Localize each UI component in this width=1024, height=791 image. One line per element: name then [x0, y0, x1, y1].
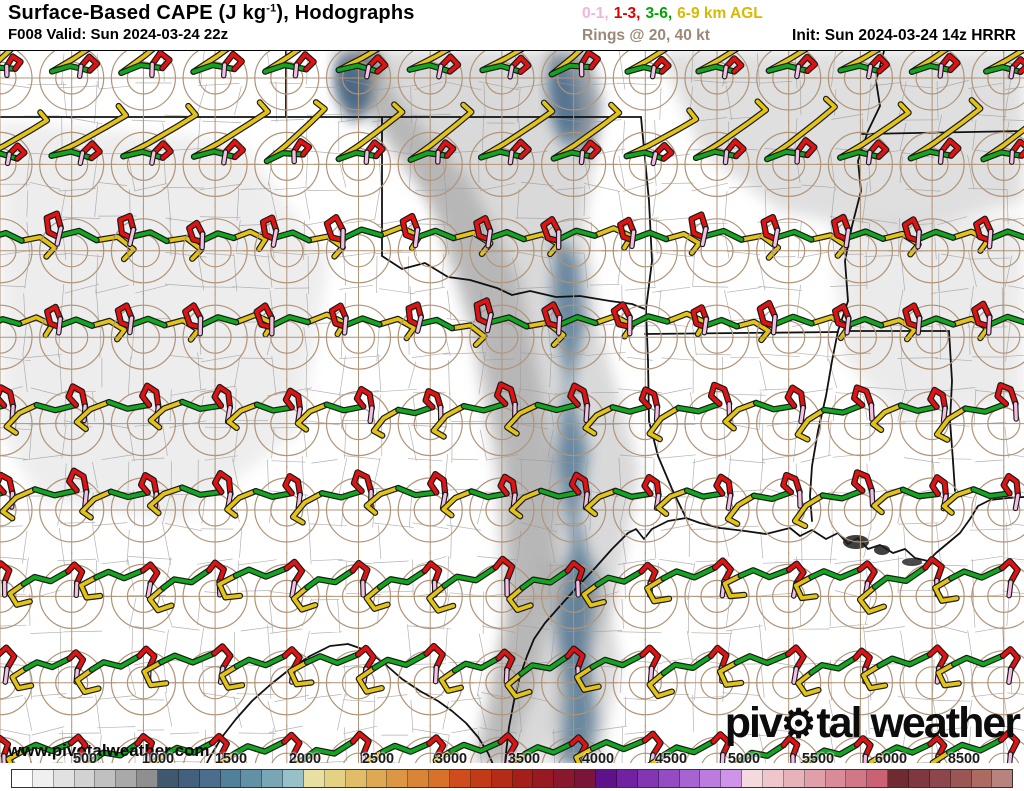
hodograph: [791, 466, 905, 554]
colorbar-tick-label: 3500: [507, 751, 541, 767]
colorbar-tick-label: 5500: [801, 751, 835, 767]
hodograph: [673, 98, 770, 209]
hodograph: [84, 725, 176, 764]
hodograph: [171, 51, 260, 122]
hodograph: [816, 101, 912, 209]
hodograph: [5, 725, 104, 764]
hodograph: [959, 120, 1024, 209]
hodograph: [673, 293, 772, 382]
colorbar-tick-label: 500: [72, 751, 98, 767]
hodograph: [504, 379, 618, 468]
hodograph: [99, 51, 188, 122]
colorbar-tick-label: 4500: [654, 751, 688, 767]
colorbar-tick-label: 8500: [947, 751, 981, 767]
hodograph: [529, 293, 636, 382]
watermark-url: www.pivotalweather.com: [8, 741, 210, 760]
hodograph: [0, 51, 44, 122]
hodograph: [935, 638, 1024, 727]
hodograph: [386, 101, 475, 209]
hodograph: [933, 379, 1024, 468]
hodograph: [171, 99, 271, 209]
hodograph-layer-legend: 0-1, 1-3, 3-6, 6-9 km AGL: [582, 5, 768, 23]
hodograph: [6, 552, 116, 641]
hodograph: [314, 101, 406, 209]
hodograph: [438, 638, 546, 727]
colorbar-tick-label: 5000: [727, 751, 761, 767]
colorbar-tick-label: 3000: [434, 751, 468, 767]
hodograph: [0, 725, 33, 764]
hodograph: [860, 638, 977, 727]
legend-item: 6-9 km AGL: [677, 5, 763, 22]
hodograph: [242, 99, 331, 209]
hodograph: [731, 725, 821, 764]
colorbar-tick-label: 1000: [141, 751, 175, 767]
hodograph: [929, 725, 1024, 764]
hodograph: [141, 638, 260, 727]
hodograph: [508, 466, 618, 554]
hodograph: [573, 638, 690, 727]
hodograph: [744, 95, 838, 209]
colorbar-tick-label: 4000: [581, 751, 615, 767]
hodograph: [856, 552, 977, 641]
valid-time-label: F008 Valid: Sun 2024-03-24 22z: [8, 26, 229, 43]
hodograph: [798, 725, 893, 764]
hodograph: [940, 466, 1024, 554]
hodograph: [601, 107, 700, 209]
hodograph: [646, 725, 750, 764]
hodograph: [432, 725, 535, 764]
legend-item: 1-3,: [613, 5, 641, 22]
hodograph: [355, 638, 475, 727]
hodograph: [292, 725, 391, 764]
hodographs-layer: [0, 51, 1024, 764]
hodograph: [287, 638, 403, 727]
hodograph: [224, 466, 331, 554]
hodograph: [73, 379, 188, 468]
hodograph: [147, 379, 260, 468]
pivotal-weather-logo: piv⚙tal weather: [724, 699, 1021, 747]
map-canvas: [0, 50, 1024, 764]
hodograph: [457, 99, 556, 209]
hodograph: [959, 206, 1024, 295]
hodograph: [580, 552, 690, 641]
hodograph: [457, 293, 567, 382]
hodograph: [440, 466, 546, 554]
init-time-label: Init: Sun 2024-03-24 14z HRRR: [792, 27, 1016, 44]
gear-icon: ⚙: [780, 702, 817, 746]
hodograph: [601, 206, 703, 295]
rings-legend: Rings @ 20, 40 kt: [582, 27, 710, 44]
hodograph: [216, 725, 319, 764]
hodograph: [386, 293, 488, 382]
hodograph: [77, 552, 188, 641]
hodograph: [529, 206, 635, 295]
hodograph: [363, 466, 475, 554]
hodograph: [932, 552, 1024, 641]
hodograph: [27, 102, 130, 209]
hodograph: [655, 466, 761, 554]
hodograph: [27, 206, 137, 295]
hodograph: [584, 466, 690, 554]
page-title: Surface-Based CAPE (J kg-1), Hodographs: [8, 2, 415, 24]
hodograph: [294, 379, 403, 468]
cape-colorbar: [11, 769, 1013, 788]
hodograph: [216, 552, 331, 641]
hodograph: [869, 379, 977, 468]
legend-item: 3-6,: [645, 5, 673, 22]
hodograph: [365, 725, 463, 764]
colorbar-tick-label: 1500: [214, 751, 248, 767]
colorbar-tick-label: 2500: [361, 751, 395, 767]
hodograph: [721, 552, 833, 641]
legend-item: 0-1,: [582, 5, 609, 22]
hodograph: [529, 101, 623, 209]
hodograph: [816, 51, 905, 122]
hodograph: [242, 206, 346, 295]
colorbar-tick-label: 2000: [288, 751, 322, 767]
colorbar-tick-label: 6000: [874, 751, 908, 767]
hodograph: [959, 293, 1024, 382]
hodograph: [601, 51, 690, 122]
hodograph: [716, 638, 833, 727]
hodograph: [582, 379, 690, 468]
hodograph: [27, 293, 128, 382]
hodograph: [816, 206, 922, 295]
